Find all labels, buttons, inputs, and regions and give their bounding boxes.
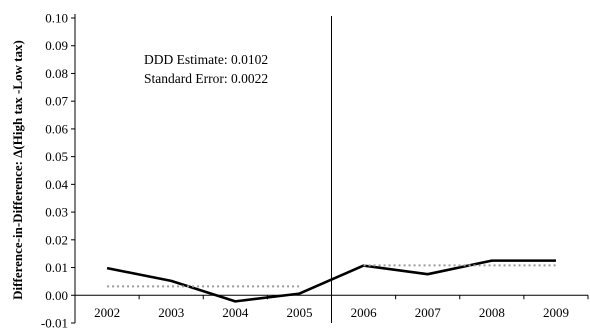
series-layer [106, 259, 556, 303]
y-tick-label: 0.03 [45, 205, 68, 220]
x-tick-label: 2005 [286, 305, 312, 320]
x-tick-label: 2003 [158, 305, 184, 320]
axes [74, 14, 588, 323]
x-tick-label: 2008 [479, 305, 505, 320]
y-tick-label: -0.01 [41, 316, 68, 331]
x-tick-label: 2007 [415, 305, 442, 320]
y-tick-label: 0.10 [45, 11, 68, 26]
y-axis-label: Difference-in-Difference: Δ(High tax -Lo… [10, 40, 25, 300]
y-tick-label: 0.05 [45, 149, 68, 164]
y-tick-label: 0.02 [45, 232, 68, 247]
y-axis-ticks: -0.01 0.00 0.01 0.02 0.03 0.04 0.05 0.06 0.07 0.0… [41, 11, 75, 331]
y-tick-label: 0.09 [45, 38, 68, 53]
series-line-solid [106, 259, 556, 303]
x-tick-label: 2006 [351, 305, 378, 320]
x-axis-ticks: 2002 2003 2004 2005 2006 2007 2008 2009 [74, 295, 589, 320]
x-tick-label: 2004 [222, 305, 249, 320]
standard-error-annotation: Standard Error: 0.0022 [144, 71, 268, 86]
ddd-estimate-annotation: DDD Estimate: 0.0102 [144, 52, 268, 67]
x-tick-label: 2009 [543, 305, 569, 320]
y-tick-label: 0.07 [45, 94, 68, 109]
x-tick-label: 2002 [94, 305, 120, 320]
y-tick-label: 0.01 [45, 260, 68, 275]
y-tick-label: 0.04 [45, 177, 68, 192]
y-tick-label: 0.06 [45, 121, 68, 136]
y-tick-label: 0.08 [45, 66, 68, 81]
y-tick-label: 0.00 [45, 288, 68, 303]
